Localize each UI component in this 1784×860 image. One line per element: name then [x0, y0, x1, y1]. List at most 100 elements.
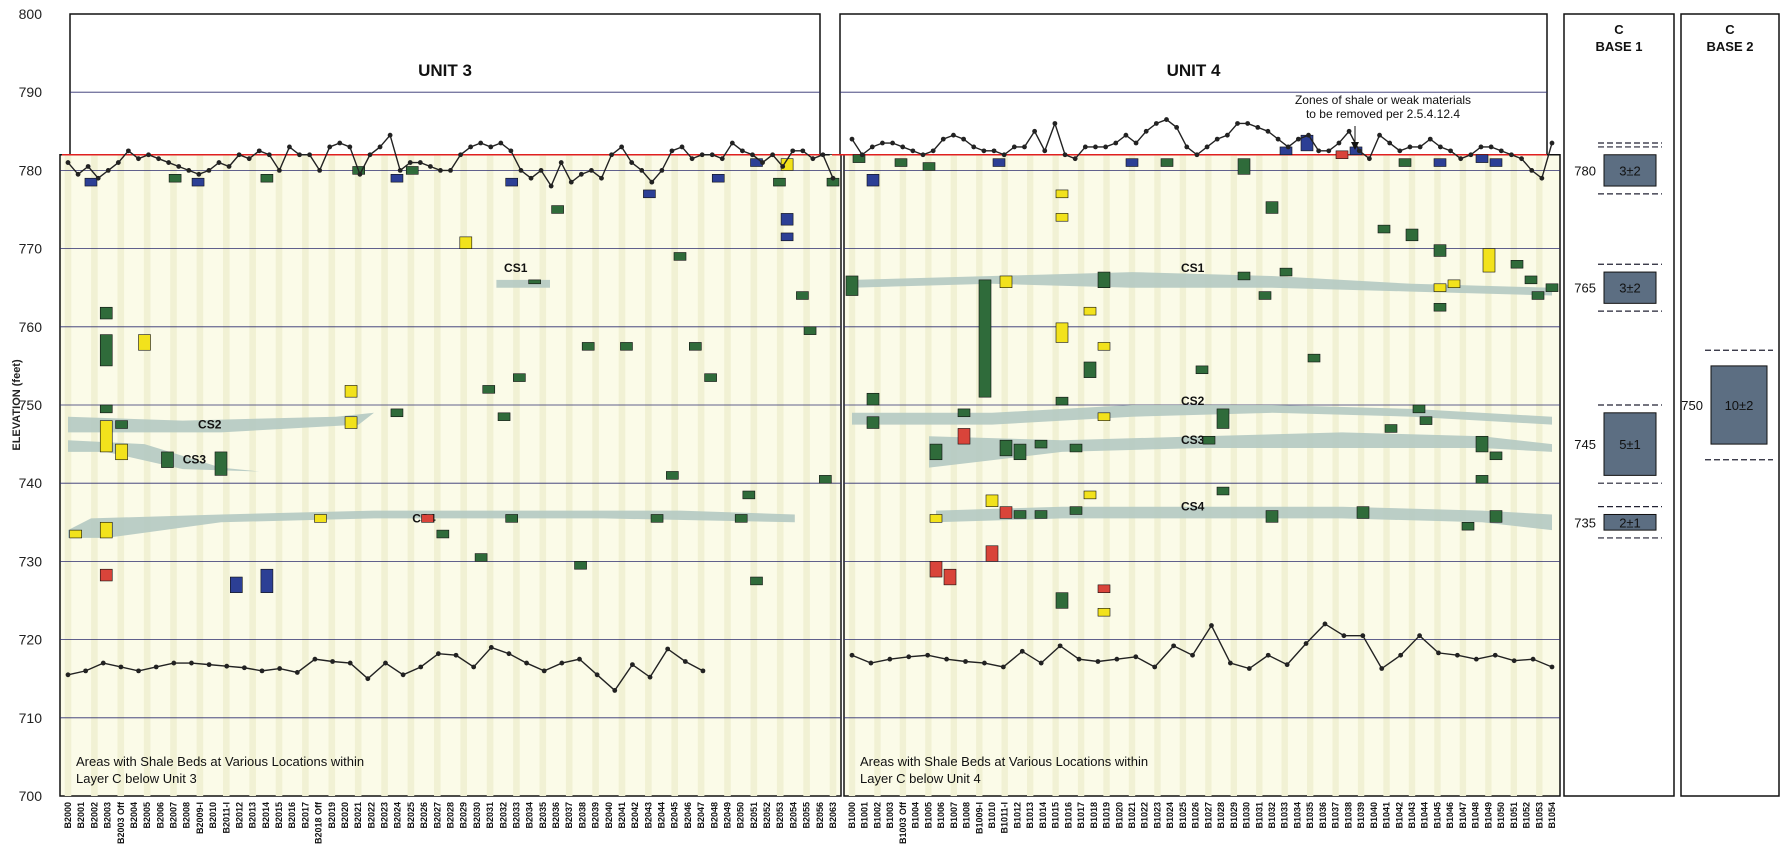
seam-label-cs1: CS1 [504, 261, 528, 275]
layer-green [405, 166, 419, 175]
layer-yellow [69, 529, 82, 539]
top-surface-point [639, 168, 645, 173]
top-surface-point [679, 144, 685, 150]
layer-yellow [138, 334, 151, 351]
top-surface-point [498, 140, 504, 146]
bottom-surface-point [1360, 633, 1366, 639]
top-surface-point [750, 152, 755, 158]
seam-label-cs3: CS3 [1181, 433, 1205, 447]
base-box [1603, 154, 1657, 187]
layer-green [957, 408, 971, 418]
annotation-line: to be removed per 2.5.4.12.4 [1306, 107, 1460, 121]
top-surface-point [1052, 121, 1058, 126]
top-surface-point [1529, 168, 1535, 173]
top-surface-point [1478, 144, 1484, 150]
borehole-label: B1022 [1140, 802, 1150, 829]
bottom-surface-point [1398, 652, 1404, 658]
top-surface-point [146, 152, 151, 158]
borehole-label: B1043 [1407, 802, 1417, 829]
borehole-label: B2052 [762, 802, 772, 829]
seam-cs4 [68, 510, 795, 538]
column-stripe [1307, 154, 1314, 796]
borehole-label: B1011-I [1000, 802, 1010, 834]
top-surface-point [1488, 144, 1494, 150]
borehole-label: B2000 [63, 802, 73, 829]
borehole-label: B2044 [657, 802, 667, 829]
top-surface-point [1509, 152, 1514, 158]
layer-yellow [1055, 213, 1069, 222]
borehole-label: B2035 [538, 802, 548, 829]
column-stripe [1332, 154, 1339, 796]
top-surface-point [246, 156, 252, 162]
y-tick-label-750: 750 [19, 397, 43, 413]
panel-title: UNIT 4 [1167, 61, 1221, 80]
base-box-label: 2±1 [1619, 515, 1641, 530]
column-stripe [565, 154, 573, 796]
bases-layer: C BASE 1 3±2 780 3±2 765 5±1 745 2±1 735 C BASE 2 10… [1563, 13, 1780, 797]
top-surface-point [1042, 148, 1048, 154]
y-tick-label-700: 700 [19, 788, 43, 804]
bottom-surface-point [1530, 656, 1536, 662]
layer-green [1461, 521, 1475, 531]
top-surface-point [427, 164, 433, 169]
top-surface-point [1022, 144, 1027, 150]
top-surface-point [276, 168, 282, 173]
borehole-label: B1049 [1483, 802, 1493, 829]
top-surface-point [770, 152, 776, 158]
top-surface-point [367, 152, 373, 158]
borehole-label: B1013 [1025, 802, 1035, 829]
top-surface-point [115, 160, 121, 165]
seam-cs1 [852, 272, 1552, 296]
top-surface-point [85, 164, 91, 169]
layer-green [1510, 260, 1524, 269]
borehole-label: B2033 [511, 802, 521, 829]
borehole-label: B2027 [432, 802, 442, 829]
top-surface-point [1519, 156, 1524, 162]
borehole-label: B2042 [630, 802, 640, 829]
bottom-surface-point [418, 664, 424, 670]
bottom-surface-line [851, 623, 1553, 670]
base-elevation-label: 735 [1574, 515, 1596, 530]
column-stripe [645, 154, 652, 796]
top-surface-point [1082, 144, 1088, 150]
panel-note-line: Layer C below Unit 3 [76, 771, 197, 786]
base-header-line: C [1614, 22, 1624, 37]
column-stripe [829, 154, 837, 796]
borehole-label: B1026 [1191, 802, 1201, 829]
base-box [1710, 365, 1768, 445]
panel-frame [843, 154, 1561, 797]
base-box-label: 5±1 [1619, 437, 1641, 452]
top-surface-point [1103, 144, 1109, 150]
borehole-label: B2031 [485, 802, 495, 829]
borehole-label: B2034 [525, 802, 535, 829]
panel-note-line: Areas with Shale Beds at Various Locatio… [76, 754, 364, 769]
borehole-label: B2025 [406, 802, 416, 829]
layer-green [1524, 275, 1538, 285]
bottom-surface-point [1095, 659, 1101, 664]
top-surface-point [1306, 132, 1311, 138]
top-surface-point [1255, 124, 1261, 130]
layer-yellow [1097, 608, 1111, 617]
borehole-label: B2054 [788, 802, 798, 829]
layer-green [99, 404, 113, 414]
top-surface-point [1407, 144, 1413, 150]
borehole-label: B1041 [1382, 802, 1392, 829]
layer-green [168, 174, 182, 183]
top-surface-point [417, 160, 423, 165]
top-surface-point [407, 160, 413, 165]
bottom-surface-point [577, 656, 582, 662]
column-stripe [1357, 154, 1365, 796]
y-tick-label-720: 720 [19, 632, 43, 648]
top-surface-point [880, 140, 885, 146]
top-surface-point [1336, 140, 1342, 146]
borehole-label: B1036 [1318, 802, 1328, 829]
column-stripe [1434, 154, 1441, 796]
top-surface-point [397, 168, 403, 173]
bottom-surface-point [1209, 623, 1214, 628]
layer-green [1216, 486, 1230, 496]
seam-cs4 [936, 506, 1552, 531]
top-surface-point [136, 156, 141, 162]
bottom-surface-point [118, 664, 124, 670]
borehole-label: B1029 [1229, 802, 1239, 829]
